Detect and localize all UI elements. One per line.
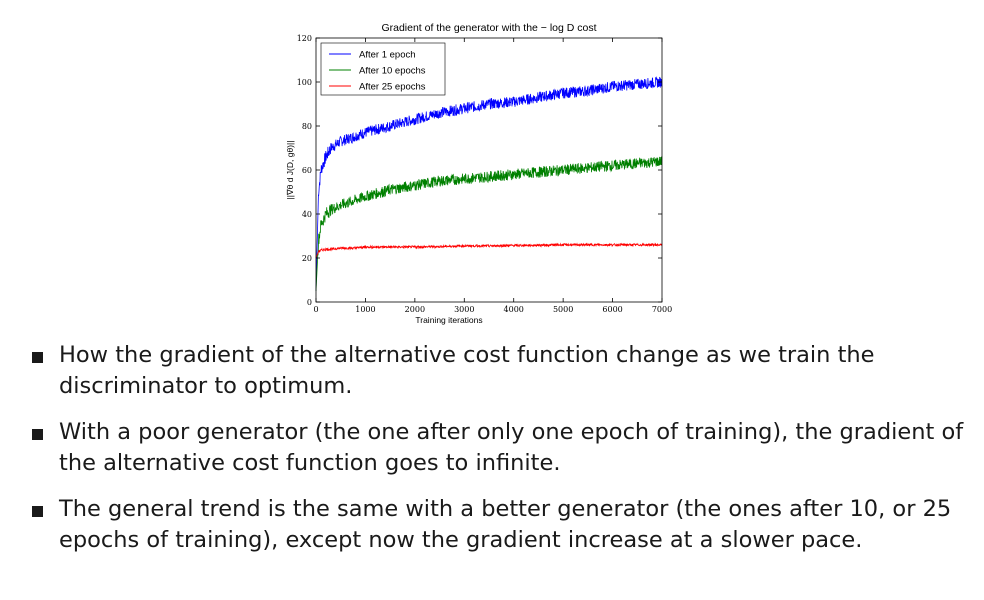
y-tick-label: 0	[307, 298, 312, 307]
x-tick-label: 7000	[652, 305, 672, 314]
bullet-text: The general trend is the same with a bet…	[59, 496, 952, 553]
y-tick-label: 80	[302, 122, 312, 131]
chart-title: Gradient of the generator with the − log…	[381, 22, 596, 34]
bullet-list: How the gradient of the alternative cost…	[32, 340, 972, 571]
y-tick-label: 100	[297, 78, 312, 87]
bullet-item: How the gradient of the alternative cost…	[32, 340, 972, 402]
x-tick-label: 2000	[405, 305, 425, 314]
x-tick-label: 6000	[602, 305, 622, 314]
chart-figure: Gradient of the generator with the − log…	[285, 22, 672, 325]
y-tick-label: 60	[302, 166, 312, 175]
series-line-3	[315, 242, 663, 259]
bullet-square-icon	[32, 506, 43, 517]
x-tick-label: 1000	[355, 305, 375, 314]
bullet-text: With a poor generator (the one after onl…	[59, 419, 964, 476]
y-tick-label: 40	[302, 210, 312, 219]
bullet-item: The general trend is the same with a bet…	[32, 494, 972, 556]
x-tick-label: 4000	[504, 305, 524, 314]
bullet-text: How the gradient of the alternative cost…	[59, 342, 875, 399]
y-tick-label: 120	[297, 34, 312, 43]
gradient-chart: Gradient of the generator with the − log…	[285, 22, 672, 325]
x-axis-label: Training iterations	[415, 315, 482, 325]
legend-label-1: After 1 epoch	[359, 50, 416, 61]
x-tick-label: 0	[313, 305, 318, 314]
series-line-1	[315, 76, 663, 292]
series-line-2	[315, 155, 663, 292]
bullet-item: With a poor generator (the one after onl…	[32, 417, 972, 479]
bullet-square-icon	[32, 352, 43, 363]
y-axis-label: ||∇θ d J(D, gθ)||	[285, 141, 295, 200]
x-tick-label: 5000	[553, 305, 573, 314]
bullet-square-icon	[32, 429, 43, 440]
legend-label-3: After 25 epochs	[359, 82, 426, 93]
y-tick-label: 20	[302, 254, 312, 263]
x-tick-label: 3000	[454, 305, 474, 314]
legend-label-2: After 10 epochs	[359, 66, 426, 77]
